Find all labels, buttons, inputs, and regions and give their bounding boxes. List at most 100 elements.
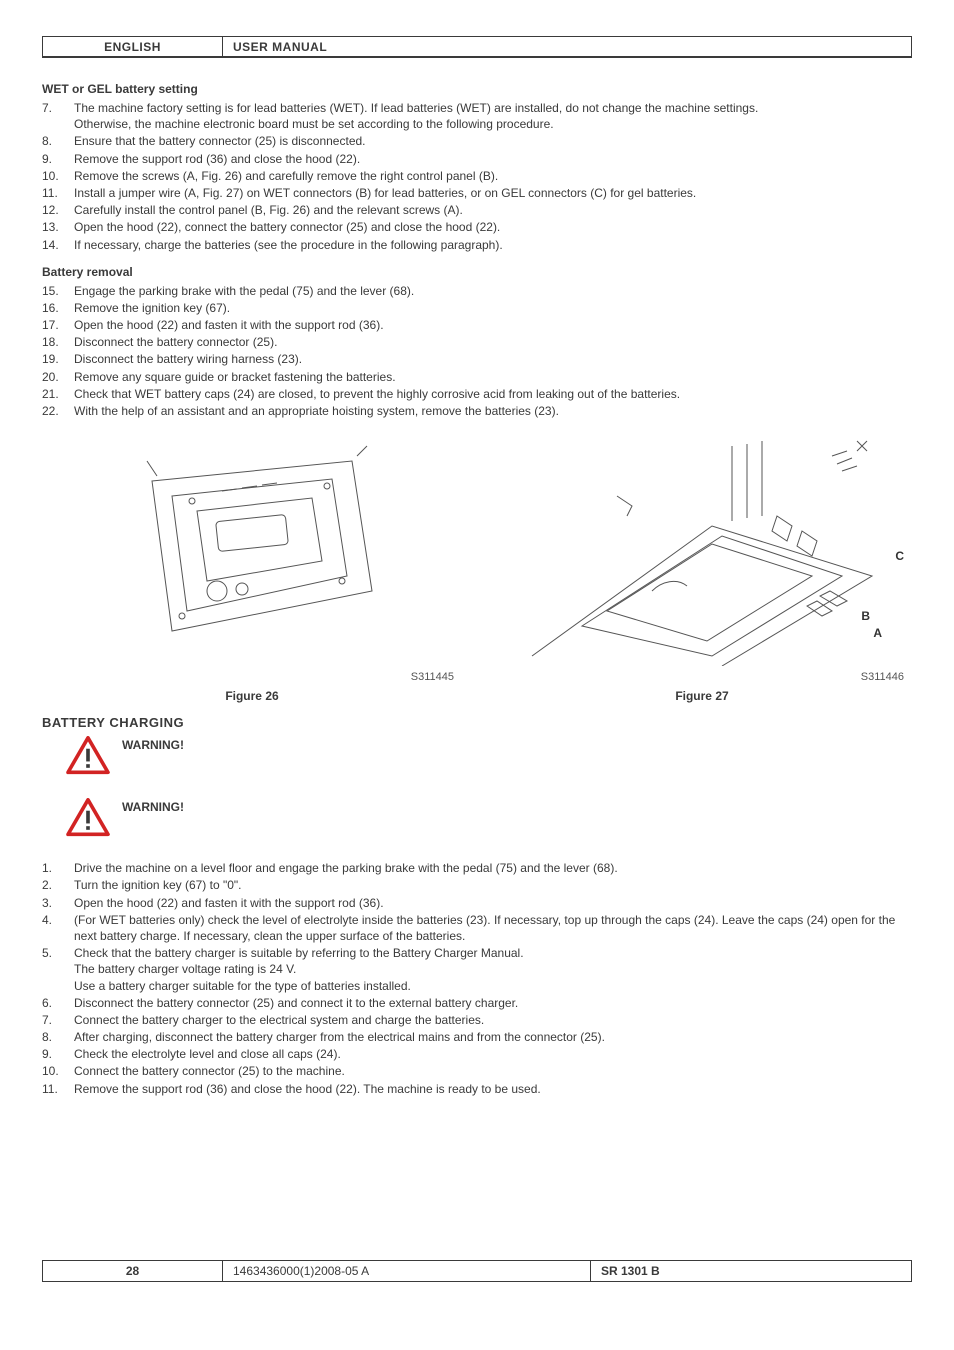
section-wet-gel-title: WET or GEL battery setting: [42, 82, 912, 96]
list-item: 21.Check that WET battery caps (24) are …: [42, 386, 912, 402]
warning-1: WARNING!: [66, 736, 912, 776]
list-item-text: Remove any square guide or bracket faste…: [74, 369, 912, 385]
list-item: 14.If necessary, charge the batteries (s…: [42, 237, 912, 253]
footer-page: 28: [43, 1261, 223, 1281]
list-item: 12.Carefully install the control panel (…: [42, 202, 912, 218]
list-item: 4.(For WET batteries only) check the lev…: [42, 912, 912, 944]
list-item: 11.Install a jumper wire (A, Fig. 27) on…: [42, 185, 912, 201]
list-item-text: Remove the support rod (36) and close th…: [74, 151, 912, 167]
list-item-text: Connect the battery charger to the elect…: [74, 1012, 912, 1028]
list-item: 7.Connect the battery charger to the ele…: [42, 1012, 912, 1028]
list-item: 8.After charging, disconnect the battery…: [42, 1029, 912, 1045]
list-item-text: Open the hood (22) and fasten it with th…: [74, 317, 912, 333]
list-item-number: 8.: [42, 1029, 74, 1045]
figure-26: S311445 Figure 26: [42, 431, 462, 703]
figure-27: C B A S311446 Figure 27: [492, 431, 912, 703]
list-item: 9.Remove the support rod (36) and close …: [42, 151, 912, 167]
list-item: 19.Disconnect the battery wiring harness…: [42, 351, 912, 367]
list-item-text: Connect the battery connector (25) to th…: [74, 1063, 912, 1079]
figure-26-id: S311445: [42, 671, 462, 683]
list-item: 20.Remove any square guide or bracket fa…: [42, 369, 912, 385]
list-item-text: Engage the parking brake with the pedal …: [74, 283, 912, 299]
list-item-number: 9.: [42, 1046, 74, 1062]
list-item-number: 22.: [42, 403, 74, 419]
list-item-number: 18.: [42, 334, 74, 350]
list-item-number: 21.: [42, 386, 74, 402]
list-item-number: 7.: [42, 100, 74, 132]
list-item: 18.Disconnect the battery connector (25)…: [42, 334, 912, 350]
list-item-text: After charging, disconnect the battery c…: [74, 1029, 912, 1045]
list-item: 13.Open the hood (22), connect the batte…: [42, 219, 912, 235]
warning-2: WARNING!: [66, 798, 912, 838]
list-item: 2.Turn the ignition key (67) to "0".: [42, 877, 912, 893]
list-item-text: Open the hood (22) and fasten it with th…: [74, 895, 912, 911]
list-item: 17.Open the hood (22) and fasten it with…: [42, 317, 912, 333]
list-item-number: 9.: [42, 151, 74, 167]
list-item: 11.Remove the support rod (36) and close…: [42, 1081, 912, 1097]
list-item-number: 19.: [42, 351, 74, 367]
list-item-text: The machine factory setting is for lead …: [74, 100, 912, 132]
figure-26-caption: Figure 26: [42, 689, 462, 703]
figure-27-caption: Figure 27: [492, 689, 912, 703]
warning-2-text: WARNING!: [122, 798, 184, 814]
list-item-text: Drive the machine on a level floor and e…: [74, 860, 912, 876]
list-item-number: 6.: [42, 995, 74, 1011]
section-battery-charging-heading: BATTERY CHARGING: [42, 715, 912, 730]
list-item-number: 17.: [42, 317, 74, 333]
list-item-text: Ensure that the battery connector (25) i…: [74, 133, 912, 149]
figure-27-label-b: B: [861, 609, 870, 623]
list-item-number: 7.: [42, 1012, 74, 1028]
list-item-text: Turn the ignition key (67) to "0".: [74, 877, 912, 893]
list-item-number: 1.: [42, 860, 74, 876]
list-item-text: Carefully install the control panel (B, …: [74, 202, 912, 218]
list-item-number: 13.: [42, 219, 74, 235]
list-item-text: Check that the battery charger is suitab…: [74, 945, 912, 994]
warning-icon: [66, 798, 110, 838]
list-item-number: 20.: [42, 369, 74, 385]
list-item: 5.Check that the battery charger is suit…: [42, 945, 912, 994]
list-item-text: Install a jumper wire (A, Fig. 27) on WE…: [74, 185, 912, 201]
figure-27-id: S311446: [492, 671, 912, 683]
figure-27-svg: [522, 436, 882, 666]
list-item-number: 5.: [42, 945, 74, 994]
figure-27-label-a: A: [873, 626, 882, 640]
list-item-text: With the help of an assistant and an app…: [74, 403, 912, 419]
list-item-number: 11.: [42, 1081, 74, 1097]
list-item-text: Disconnect the battery connector (25).: [74, 334, 912, 350]
list-item: 1.Drive the machine on a level floor and…: [42, 860, 912, 876]
list-item: 10.Remove the screws (A, Fig. 26) and ca…: [42, 168, 912, 184]
list-item-number: 16.: [42, 300, 74, 316]
footer-bar: 28 1463436000(1)2008-05 A SR 1301 B: [42, 1260, 912, 1282]
header-language: ENGLISH: [43, 37, 223, 56]
list-item-text: If necessary, charge the batteries (see …: [74, 237, 912, 253]
warning-1-text: WARNING!: [122, 736, 184, 752]
figure-row: S311445 Figure 26: [42, 431, 912, 703]
list-item: 9.Check the electrolyte level and close …: [42, 1046, 912, 1062]
list-item: 3.Open the hood (22) and fasten it with …: [42, 895, 912, 911]
list-item-number: 4.: [42, 912, 74, 944]
list-item: 22.With the help of an assistant and an …: [42, 403, 912, 419]
list-item-text: Disconnect the battery connector (25) an…: [74, 995, 912, 1011]
list-item-number: 11.: [42, 185, 74, 201]
list-item-text: Open the hood (22), connect the battery …: [74, 219, 912, 235]
figure-26-svg: [102, 441, 402, 661]
list-item: 16.Remove the ignition key (67).: [42, 300, 912, 316]
list-item-number: 15.: [42, 283, 74, 299]
figure-27-label-c: C: [895, 549, 904, 563]
list-item-text: (For WET batteries only) check the level…: [74, 912, 912, 944]
list-item: 6.Disconnect the battery connector (25) …: [42, 995, 912, 1011]
list-item-number: 10.: [42, 168, 74, 184]
list-item-text: Disconnect the battery wiring harness (2…: [74, 351, 912, 367]
header-manual: USER MANUAL: [223, 37, 337, 56]
procedure-wet-gel: 7.The machine factory setting is for lea…: [42, 100, 912, 253]
list-item: 8.Ensure that the battery connector (25)…: [42, 133, 912, 149]
list-item-text: Check the electrolyte level and close al…: [74, 1046, 912, 1062]
list-item-number: 3.: [42, 895, 74, 911]
footer-model: SR 1301 B: [591, 1261, 911, 1281]
list-item-text: Remove the ignition key (67).: [74, 300, 912, 316]
list-item-number: 12.: [42, 202, 74, 218]
list-item: 7.The machine factory setting is for lea…: [42, 100, 912, 132]
list-item-text: Check that WET battery caps (24) are clo…: [74, 386, 912, 402]
list-item-number: 8.: [42, 133, 74, 149]
section-battery-removal-title: Battery removal: [42, 265, 912, 279]
